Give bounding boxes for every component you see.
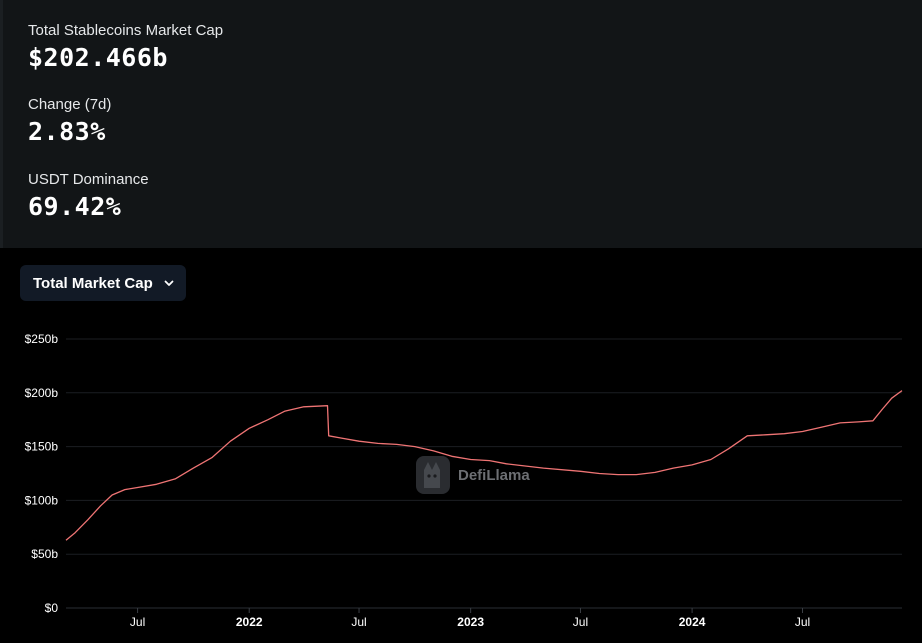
series-line [65, 390, 903, 541]
x-tick-label: 2024 [679, 615, 706, 629]
stat-value: 69.42% [28, 192, 122, 221]
x-tick-label: 2023 [457, 615, 484, 629]
stat-label: Change (7d) [28, 96, 112, 113]
chevron-down-icon [163, 277, 175, 289]
stat-change-7d: Change (7d) 2.83% [28, 96, 111, 147]
y-axis: $0 $50b $100b $150b $200b $250b [25, 332, 59, 615]
x-tick-label: Jul [795, 615, 810, 629]
chart-area: Total Market Cap [0, 248, 922, 643]
y-tick-label: $150b [25, 440, 59, 454]
x-tick-label: 2022 [236, 615, 263, 629]
y-tick-label: $200b [25, 386, 59, 400]
dropdown-label: Total Market Cap [33, 274, 153, 292]
series-layer [65, 390, 903, 541]
watermark: DefiLlama [416, 456, 530, 494]
x-tick-label: Jul [130, 615, 145, 629]
stat-value: $202.466b [28, 43, 168, 72]
stat-label: USDT Dominance [28, 171, 149, 188]
stat-usdt-dominance: USDT Dominance 69.42% [28, 171, 149, 222]
x-tick-label: Jul [351, 615, 366, 629]
y-tick-label: $0 [45, 601, 59, 615]
grid-lines [66, 338, 902, 609]
x-axis: Jul 2022 Jul 2023 Jul 2024 Jul [130, 608, 810, 629]
y-tick-label: $50b [31, 547, 58, 561]
stat-label: Total Stablecoins Market Cap [28, 22, 224, 39]
stat-total-market-cap: Total Stablecoins Market Cap $202.466b [28, 22, 223, 73]
x-tick-label: Jul [573, 615, 588, 629]
stablecoin-market-cap-chart: DefiLlama $0 $50b $100b $150b $200b $250b Jul… [25, 332, 903, 629]
chart-type-dropdown[interactable]: Total Market Cap [20, 265, 186, 301]
stat-value: 2.83% [28, 117, 106, 146]
y-tick-label: $250b [25, 332, 59, 346]
watermark-text: DefiLlama [458, 467, 530, 484]
stats-panel: Total Stablecoins Market Cap $202.466b C… [0, 0, 922, 248]
llama-logo-icon [416, 456, 450, 494]
y-tick-label: $100b [25, 493, 59, 507]
